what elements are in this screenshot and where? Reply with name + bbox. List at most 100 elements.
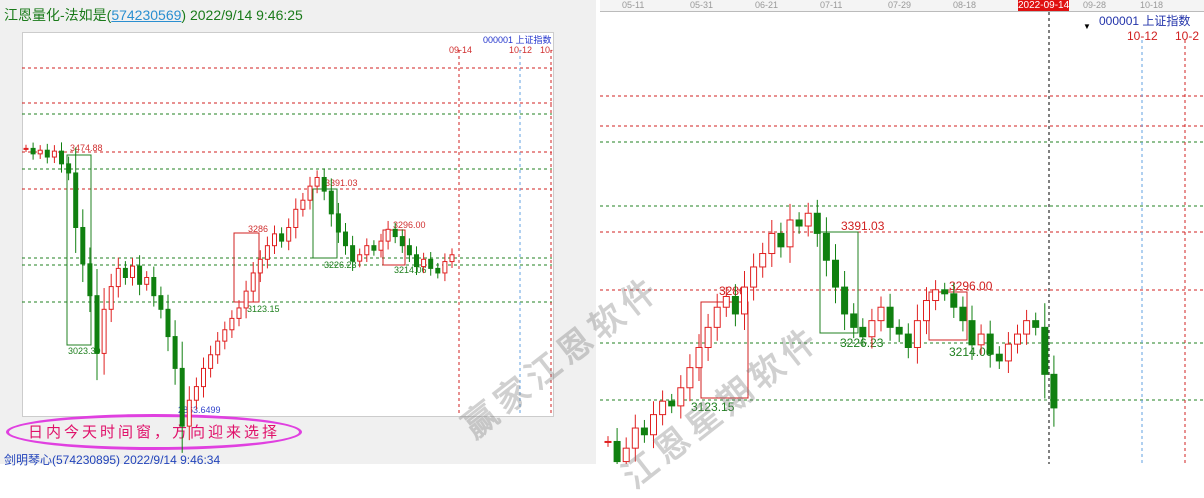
candle bbox=[23, 147, 29, 150]
author-id-link[interactable]: 574230569 bbox=[111, 7, 182, 23]
candle bbox=[257, 258, 263, 274]
candle bbox=[950, 293, 958, 308]
candle bbox=[442, 261, 448, 274]
candle bbox=[87, 263, 93, 297]
candle bbox=[1041, 326, 1049, 375]
candle bbox=[859, 326, 867, 338]
candle bbox=[895, 326, 903, 335]
candle bbox=[293, 208, 299, 228]
candle bbox=[44, 149, 50, 158]
title-timestamp: ) 2022/9/14 9:46:25 bbox=[181, 7, 303, 23]
price-label: 3286 bbox=[248, 224, 269, 234]
price-label: 3391.03 bbox=[841, 219, 885, 233]
candle bbox=[604, 440, 612, 443]
axis-date: 08-18 bbox=[953, 0, 977, 10]
candle bbox=[30, 147, 36, 155]
price-label: 3296.00 bbox=[393, 220, 426, 230]
candle bbox=[995, 353, 1003, 362]
candle bbox=[877, 306, 885, 322]
candle bbox=[94, 295, 100, 354]
candle bbox=[243, 290, 249, 309]
index-label: 000001 上证指数 bbox=[483, 35, 552, 45]
price-label: 3214.06 bbox=[394, 265, 427, 275]
date-label: 10- bbox=[540, 45, 554, 55]
candle bbox=[677, 387, 685, 407]
candle bbox=[321, 176, 327, 192]
date-axis: 05-11 05-31 06-21 07-11 07-29 08-18 2022-09-14… bbox=[600, 0, 1204, 12]
candle bbox=[59, 150, 64, 165]
price-label: 3474.88 bbox=[70, 143, 103, 153]
candle bbox=[813, 212, 821, 234]
post-title: 江恩量化-法如是(574230569) 2022/9/14 9:46:25 bbox=[4, 5, 303, 25]
candlestick-charts bbox=[22, 12, 1204, 464]
candle bbox=[768, 232, 776, 255]
candle bbox=[786, 219, 794, 248]
candle bbox=[371, 245, 377, 251]
candle bbox=[272, 233, 277, 247]
candle bbox=[399, 236, 405, 247]
axis-date: 2022-09-14 bbox=[1018, 0, 1070, 11]
candle bbox=[613, 440, 621, 463]
candle bbox=[886, 306, 894, 328]
candle bbox=[428, 258, 434, 269]
date-label: 10-12 bbox=[1127, 29, 1158, 43]
candle bbox=[108, 286, 114, 310]
candle bbox=[977, 333, 985, 346]
candle bbox=[364, 245, 370, 256]
candle bbox=[923, 300, 930, 322]
candle bbox=[335, 213, 341, 233]
candle bbox=[640, 427, 648, 436]
candle bbox=[868, 320, 876, 338]
candle bbox=[37, 149, 43, 155]
axis-date: 07-29 bbox=[888, 0, 912, 10]
price-label: 2863.6499 bbox=[178, 405, 221, 415]
candle bbox=[832, 259, 839, 288]
candle bbox=[80, 226, 86, 265]
candle bbox=[350, 245, 356, 262]
candle bbox=[421, 258, 427, 268]
candle bbox=[307, 185, 313, 201]
candle bbox=[650, 414, 657, 436]
candle bbox=[804, 212, 812, 227]
candle bbox=[822, 232, 830, 261]
candle bbox=[314, 176, 320, 187]
candle bbox=[144, 276, 150, 285]
candle bbox=[250, 272, 256, 292]
candle bbox=[73, 172, 79, 228]
candle bbox=[1014, 333, 1021, 345]
candle bbox=[941, 289, 949, 295]
candle bbox=[208, 354, 214, 369]
candle bbox=[731, 295, 739, 315]
candle bbox=[151, 276, 157, 297]
candle bbox=[1032, 320, 1040, 328]
candle bbox=[913, 320, 921, 348]
price-label: 3123.15 bbox=[691, 400, 735, 414]
candle bbox=[1050, 373, 1058, 409]
candle bbox=[759, 253, 767, 268]
candle bbox=[115, 267, 121, 288]
left-chart-panel: 江恩量化-法如是(574230569) 2022/9/14 9:46:25 00… bbox=[0, 0, 596, 467]
dropdown-arrow-icon[interactable]: ▼ bbox=[1083, 22, 1091, 31]
annotation-ellipse: 日内今天时间窗，方向迎来选择 bbox=[6, 414, 302, 450]
price-label: 3391.03 bbox=[325, 178, 358, 188]
candle bbox=[1023, 320, 1031, 335]
candle bbox=[668, 400, 676, 407]
candle bbox=[850, 313, 858, 328]
candle bbox=[932, 289, 940, 302]
title-author: 江恩量化-法如是( bbox=[4, 7, 112, 23]
price-label: 3286 bbox=[719, 284, 746, 298]
axis-date: 05-11 bbox=[622, 0, 645, 10]
candle bbox=[695, 346, 703, 369]
candle bbox=[357, 254, 363, 262]
candle bbox=[229, 317, 235, 331]
axis-date: 06-21 bbox=[755, 0, 779, 10]
candle bbox=[286, 226, 292, 242]
axis-date: 05-31 bbox=[690, 0, 714, 10]
left-chart-plot bbox=[22, 32, 554, 417]
candle bbox=[414, 254, 419, 268]
date-label: 09-14 bbox=[449, 45, 473, 55]
date-label: 10-12 bbox=[509, 45, 533, 55]
candle bbox=[186, 399, 192, 427]
candle bbox=[713, 306, 721, 328]
candle bbox=[378, 240, 384, 251]
